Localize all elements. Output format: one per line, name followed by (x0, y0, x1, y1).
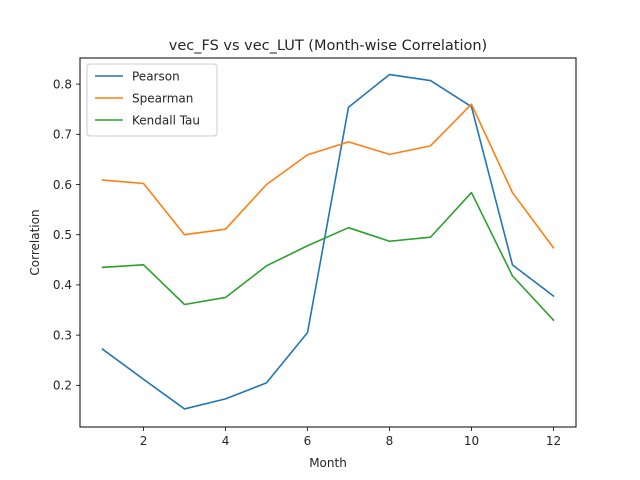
legend-label: Kendall Tau (132, 113, 200, 127)
y-tick-label: 0.8 (53, 77, 72, 91)
y-tick-label: 0.7 (53, 128, 72, 142)
x-tick-label: 8 (386, 434, 394, 448)
y-axis: 0.2 0.3 0.4 0.5 0.6 0.7 0.8 (53, 77, 80, 393)
legend-box (86, 63, 218, 137)
series-line-pearson (101, 73, 555, 410)
x-axis: 2 4 6 8 10 12 (140, 427, 561, 448)
x-tick-label: 4 (222, 434, 230, 448)
x-tick-label: 12 (546, 434, 561, 448)
plot-frame (79, 57, 577, 428)
x-axis-label: Month (309, 456, 347, 470)
x-tick-label: 6 (304, 434, 312, 448)
legend-label: Pearson (132, 69, 180, 83)
series-layer (101, 73, 555, 410)
legend-label: Spearman (132, 91, 193, 105)
y-tick-label: 0.4 (53, 278, 72, 292)
x-tick-label: 10 (464, 434, 479, 448)
y-tick-label: 0.5 (53, 228, 72, 242)
chart-title: vec_FS vs vec_LUT (Month-wise Correlatio… (169, 38, 487, 54)
y-axis-label: Correlation (28, 209, 42, 275)
series-line-kendall-tau (101, 191, 555, 322)
series-line-spearman (101, 103, 555, 249)
x-tick-label: 2 (140, 434, 148, 448)
y-tick-label: 0.3 (53, 328, 72, 342)
y-tick-label: 0.6 (53, 178, 72, 192)
legend: Pearson Spearman Kendall Tau (86, 63, 218, 137)
y-tick-label: 0.2 (53, 379, 72, 393)
